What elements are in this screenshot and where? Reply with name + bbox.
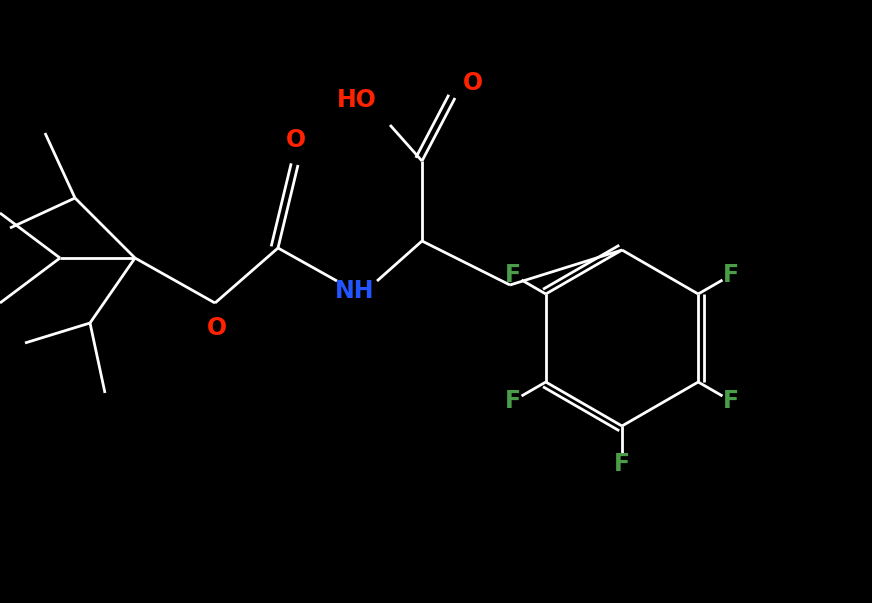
Text: F: F <box>505 389 521 413</box>
Text: F: F <box>614 452 630 476</box>
Text: HO: HO <box>337 88 377 112</box>
Text: F: F <box>505 263 521 287</box>
Text: F: F <box>723 389 739 413</box>
Text: F: F <box>723 263 739 287</box>
Text: O: O <box>286 128 306 152</box>
Text: NH: NH <box>335 279 375 303</box>
Text: O: O <box>207 316 227 340</box>
Text: O: O <box>463 71 483 95</box>
